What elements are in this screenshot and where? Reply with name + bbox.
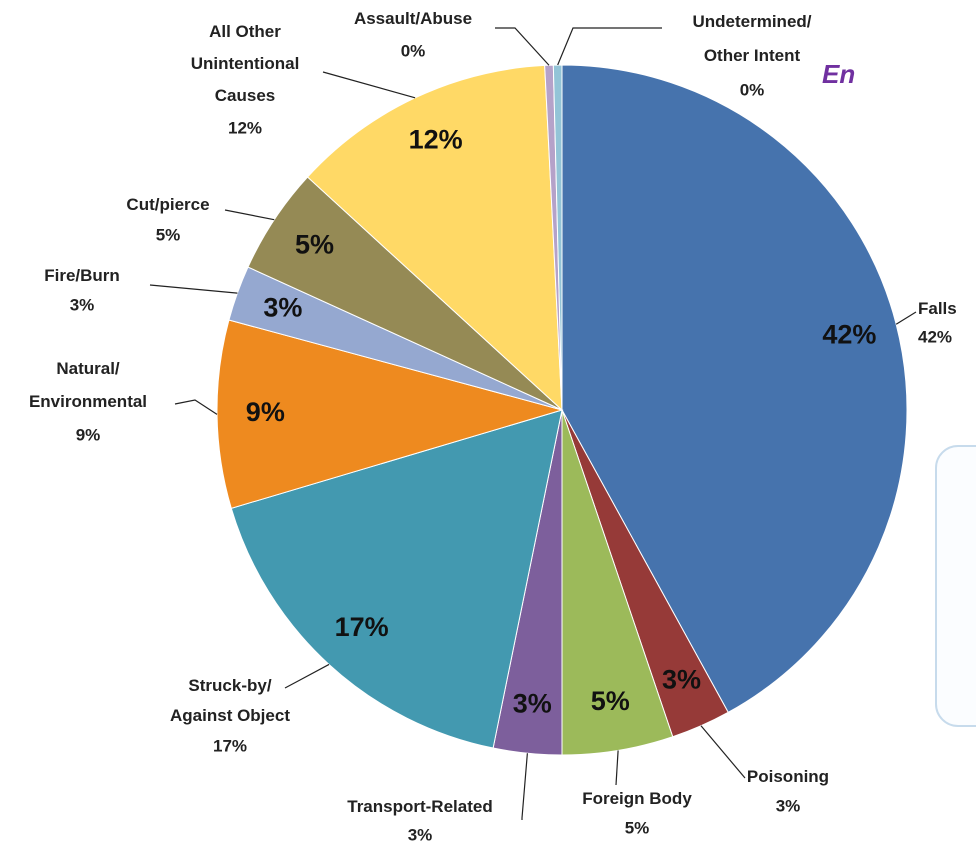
slice-label: 3% — [662, 665, 701, 695]
percent-label: 5% — [156, 225, 181, 244]
percent-label: 3% — [408, 825, 433, 844]
slice-label: 17% — [335, 612, 389, 642]
category-label: Transport-Related — [347, 797, 492, 816]
category-label: Assault/Abuse — [354, 9, 472, 28]
leader-line — [495, 27, 550, 66]
leader-line — [615, 750, 619, 786]
slice-label: 42% — [822, 319, 876, 349]
percent-label: 42% — [918, 327, 952, 346]
category-label: Poisoning — [747, 767, 829, 786]
leader-line — [557, 27, 662, 66]
leader-line — [224, 209, 275, 221]
pie-slice — [230, 409, 563, 749]
leader-line — [322, 71, 416, 99]
percent-label: 0% — [740, 80, 765, 99]
category-label: Natural/Environmental — [29, 359, 147, 411]
leader-line — [149, 284, 238, 294]
chart-title: En — [822, 59, 855, 89]
category-label: Falls — [918, 299, 957, 318]
category-label: Fire/Burn — [44, 266, 120, 285]
pie-slice — [552, 64, 563, 411]
category-label: Cut/pierce — [126, 195, 209, 214]
pie-slice — [561, 64, 908, 714]
slice-label: 12% — [409, 125, 463, 155]
category-label: Struck-by/Against Object — [170, 676, 290, 725]
slice-label: 5% — [591, 686, 630, 716]
percent-label: 9% — [76, 425, 101, 444]
pie-slice — [306, 64, 563, 412]
side-box — [935, 445, 976, 727]
leader-line — [521, 753, 528, 820]
pie-slice — [216, 319, 564, 509]
slice-label: 9% — [246, 397, 285, 427]
percent-label: 0% — [401, 41, 426, 60]
percent-label: 3% — [70, 295, 95, 314]
category-label: Undetermined/Other Intent — [692, 12, 811, 65]
percent-label: 17% — [213, 736, 247, 755]
percent-label: 3% — [776, 796, 801, 815]
leader-line — [700, 725, 746, 779]
slice-label: 3% — [513, 688, 552, 718]
slice-label: 5% — [295, 229, 334, 259]
percent-label: 12% — [228, 118, 262, 137]
percent-label: 5% — [625, 818, 650, 837]
category-label: All Other Unintentional Causes — [191, 22, 300, 105]
leader-line — [284, 663, 330, 689]
leader-line — [895, 311, 917, 325]
category-label: Foreign Body — [582, 789, 692, 808]
leader-line — [174, 399, 218, 415]
slice-label: 3% — [263, 293, 302, 323]
